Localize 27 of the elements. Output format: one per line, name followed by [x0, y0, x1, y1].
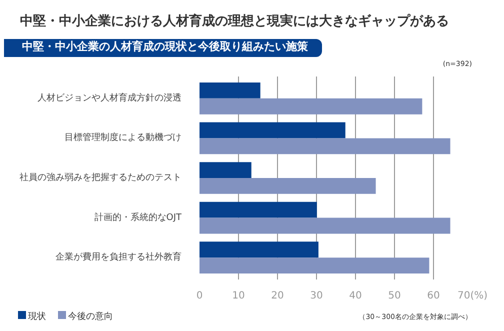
legend-label: 現状	[27, 310, 46, 323]
y-tick-label: 目標管理制度による動機づけ	[64, 132, 182, 144]
bar	[200, 122, 346, 138]
chart-subtitle: 中堅・中小企業の人材育成の現状と今後取り組みたい施策	[4, 39, 322, 57]
bar	[200, 242, 318, 258]
bar	[200, 202, 317, 218]
bar	[200, 218, 450, 234]
x-tick-label: 70(%)	[457, 290, 488, 302]
bar	[200, 98, 422, 114]
legend-label: 今後の意向	[67, 310, 113, 323]
x-tick-label: 60	[427, 290, 440, 302]
x-tick-label: 10	[232, 290, 245, 302]
bar	[200, 138, 450, 154]
x-tick-label: 30	[310, 290, 323, 302]
y-tick-label: 企業が費用を負担する社外教育	[56, 252, 182, 263]
y-tick-label: 社員の強み弱みを把握するためのテスト	[20, 172, 182, 183]
y-tick-label: 計画的・系統的なOJT	[94, 212, 182, 223]
bar	[200, 82, 260, 98]
x-tick-label: 40	[349, 290, 362, 302]
x-tick-label: 50	[388, 290, 401, 302]
x-tick-label: 20	[271, 290, 284, 302]
chart-title: 中堅・中小企業における人材育成の理想と現実には大きなギャップがある	[20, 12, 449, 30]
bar	[200, 178, 376, 194]
y-tick-label: 人材ビジョンや人材育成方針の浸透	[38, 92, 182, 104]
bar	[200, 258, 430, 274]
x-tick-label: 0	[196, 290, 203, 302]
bar	[200, 162, 252, 178]
